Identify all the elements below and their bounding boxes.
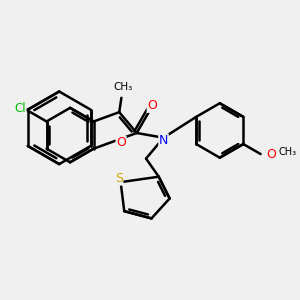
- Text: N: N: [159, 134, 168, 147]
- Text: O: O: [147, 99, 157, 112]
- Text: Cl: Cl: [14, 102, 26, 115]
- Text: O: O: [267, 148, 276, 160]
- Text: CH₃: CH₃: [279, 147, 297, 157]
- Text: CH₃: CH₃: [113, 82, 132, 92]
- Text: O: O: [116, 136, 126, 149]
- Text: S: S: [115, 172, 123, 185]
